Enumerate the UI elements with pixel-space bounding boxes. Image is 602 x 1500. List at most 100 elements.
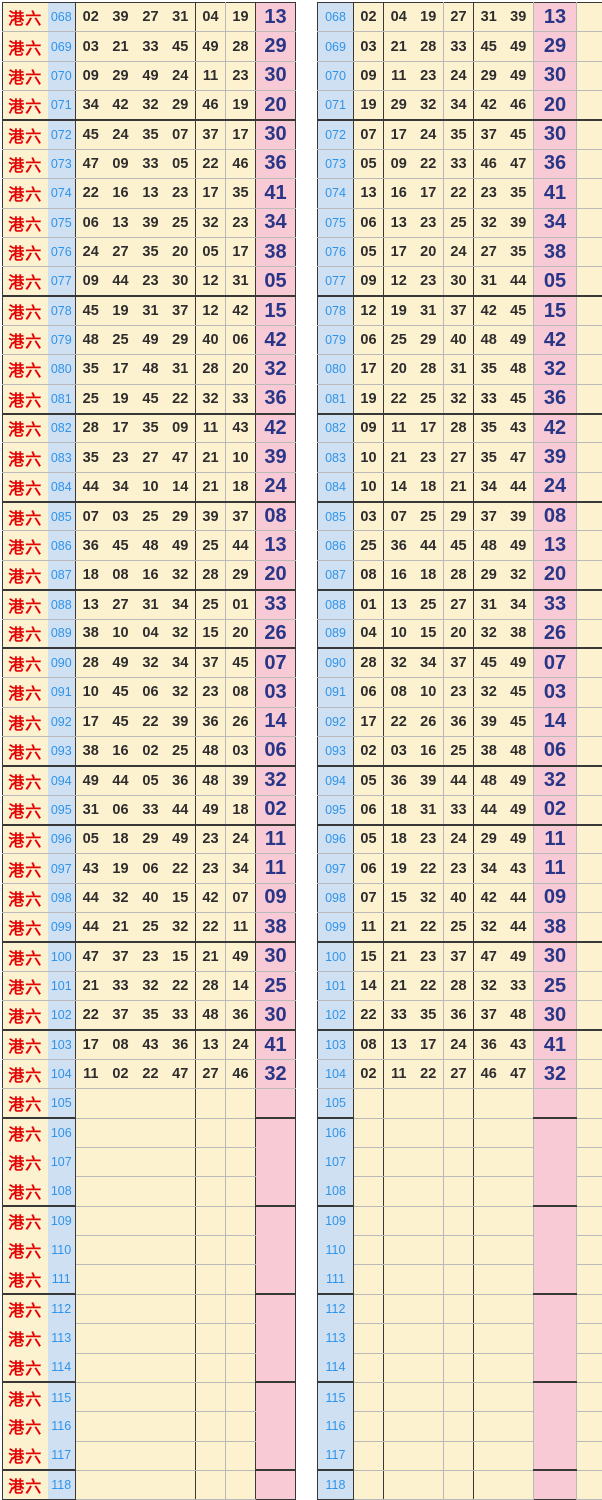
number-cell: 19: [105, 296, 136, 326]
number-cell: 32: [383, 648, 414, 679]
table-row: 099 11 21 22 25 32 44 38: [317, 912, 602, 944]
number-cell: 35: [135, 413, 166, 444]
number-cell: 24: [413, 119, 444, 150]
number-cell: 35: [135, 237, 166, 268]
issue-cell: 102: [47, 1000, 76, 1032]
issue-cell: 075: [317, 208, 354, 238]
number-cell: 48: [503, 1000, 534, 1032]
number-cell: [383, 1147, 414, 1178]
special-number-cell: [533, 1441, 577, 1472]
number-cell: 13: [353, 178, 384, 209]
number-cell: 40: [443, 325, 474, 356]
number-cell: [225, 1118, 256, 1149]
special-number-cell: [533, 1264, 577, 1296]
special-number-cell: 34: [255, 208, 296, 238]
spacer-cell: [576, 61, 602, 92]
number-cell: [195, 1294, 226, 1325]
table-row: 114: [317, 1353, 602, 1384]
number-cell: [383, 1323, 414, 1354]
number-cell: 38: [75, 736, 106, 767]
number-cell: 35: [473, 442, 504, 473]
number-cell: 17: [353, 707, 384, 737]
table-row: 078 12 19 31 37 42 45 15: [317, 296, 602, 326]
series-label-cell: 港六: [2, 1382, 48, 1412]
number-cell: 44: [75, 912, 106, 944]
number-cell: [473, 1206, 504, 1237]
issue-cell: 117: [47, 1441, 76, 1472]
number-cell: 42: [195, 883, 226, 914]
number-cell: [413, 1470, 444, 1500]
number-cell: 32: [165, 560, 196, 591]
number-cell: 20: [443, 619, 474, 650]
number-cell: 33: [503, 971, 534, 1002]
number-cell: 35: [135, 119, 166, 150]
number-cell: 48: [75, 325, 106, 356]
number-cell: 22: [195, 149, 226, 180]
number-cell: 06: [135, 853, 166, 884]
number-cell: 33: [443, 31, 474, 62]
issue-cell: 104: [47, 1059, 76, 1090]
number-cell: 32: [135, 90, 166, 121]
spacer-cell: [576, 1147, 602, 1178]
number-cell: [165, 1323, 196, 1354]
number-cell: 44: [75, 472, 106, 503]
number-cell: 04: [383, 2, 414, 33]
number-cell: 25: [105, 325, 136, 356]
number-cell: [413, 1235, 444, 1266]
number-cell: 35: [75, 442, 106, 473]
number-cell: 35: [473, 413, 504, 444]
number-cell: 27: [105, 589, 136, 620]
number-cell: 44: [413, 530, 444, 561]
series-label-cell: 港六: [2, 1353, 48, 1384]
table-row: 港六 110: [2, 1235, 296, 1266]
number-cell: 22: [413, 1059, 444, 1090]
special-number-cell: 32: [533, 354, 577, 385]
table-row: 101 14 21 22 28 32 33 25: [317, 971, 602, 1002]
special-number-cell: 15: [533, 296, 577, 326]
number-cell: [473, 1264, 504, 1295]
number-cell: 45: [75, 296, 106, 326]
number-cell: 37: [473, 1000, 504, 1032]
special-number-cell: 41: [255, 1030, 296, 1060]
number-cell: 47: [75, 942, 106, 972]
number-cell: 45: [503, 707, 534, 737]
special-number-cell: 30: [255, 942, 296, 972]
special-number-cell: 36: [255, 149, 296, 180]
number-cell: 02: [353, 1059, 384, 1090]
number-cell: [225, 1323, 256, 1354]
table-row: 港六 114: [2, 1353, 296, 1384]
table-row: 080 17 20 28 31 35 48 32: [317, 354, 602, 385]
number-cell: 28: [443, 560, 474, 591]
table-row: 港六 070 09 29 49 24 11 23 30: [2, 61, 296, 92]
table-row: 港六 115: [2, 1382, 296, 1413]
issue-cell: 091: [317, 677, 354, 708]
number-cell: [75, 1147, 106, 1178]
table-gap: [296, 2, 317, 1500]
issue-cell: 109: [317, 1206, 354, 1236]
spacer-cell: [576, 1470, 602, 1500]
number-cell: [503, 1382, 534, 1413]
number-cell: 39: [473, 707, 504, 737]
table-row: 港六 068 02 39 27 31 04 19 13: [2, 2, 296, 33]
special-number-cell: 03: [533, 677, 577, 708]
number-cell: 32: [135, 648, 166, 679]
issue-cell: 075: [47, 208, 76, 238]
number-cell: 11: [383, 413, 414, 444]
number-cell: [353, 1147, 384, 1178]
spacer-cell: [576, 1323, 602, 1354]
number-cell: 32: [473, 912, 504, 944]
number-cell: 42: [473, 296, 504, 326]
special-number-cell: 36: [255, 384, 296, 415]
issue-cell: 085: [47, 501, 76, 532]
series-label-cell: 港六: [2, 1147, 48, 1177]
number-cell: 47: [75, 149, 106, 180]
number-cell: 34: [105, 472, 136, 503]
number-cell: 24: [443, 824, 474, 855]
number-cell: [473, 1147, 504, 1178]
series-label-cell: 港六: [2, 530, 48, 561]
number-cell: [165, 1088, 196, 1119]
issue-cell: 080: [317, 354, 354, 385]
number-cell: 04: [195, 2, 226, 33]
number-cell: 28: [225, 31, 256, 62]
special-number-cell: 13: [533, 530, 577, 561]
